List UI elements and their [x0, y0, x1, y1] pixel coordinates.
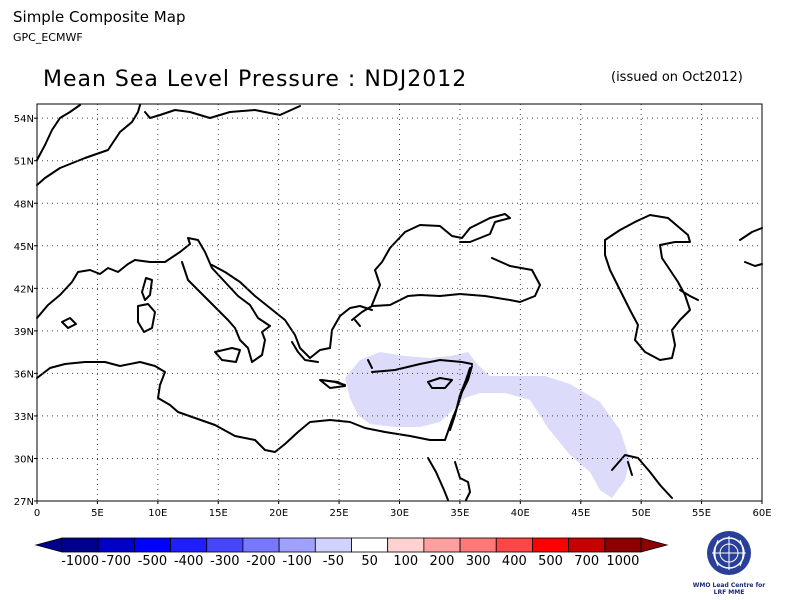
colorbar-swatch: [242, 537, 280, 553]
colorbar-label: 500: [538, 554, 563, 569]
colorbar-swatch: [568, 537, 606, 553]
colorbar-swatch: [495, 537, 533, 553]
colorbar-label: -50: [323, 554, 344, 569]
colorbar-swatch: [61, 537, 99, 553]
coastline-north-africa: [36, 361, 473, 453]
coastlines: [36, 104, 763, 501]
header-subtitle: GPC_ECMWF: [13, 31, 83, 44]
island-corsica: [141, 277, 153, 301]
colorbar-swatch: [206, 537, 244, 553]
lon-label: 55E: [692, 508, 711, 519]
colorbar-min-arrow: [34, 537, 63, 553]
lat-labels: 54N 51N 48N 45N 42N 39N 36N 33N 30N 27N: [14, 114, 34, 508]
lon-label: 45E: [571, 508, 590, 519]
wmo-logo: WMO Lead Centre for LRF MME: [690, 528, 768, 598]
island-balearic: [61, 317, 77, 329]
island-crete: [319, 379, 346, 389]
lon-label: 50E: [632, 508, 651, 519]
lon-label: 35E: [450, 508, 469, 519]
colorbar-swatch: [314, 537, 352, 553]
colorbar-label: -300: [210, 554, 240, 569]
header-title: Simple Composite Map: [13, 8, 186, 26]
colorbar-swatch: [604, 537, 642, 553]
coastline-red-sea: [427, 457, 471, 501]
coastline-iberia: [36, 259, 136, 319]
colorbar-swatch: [532, 537, 570, 553]
colorbar-label: -100: [282, 554, 312, 569]
colorbar-label: 700: [574, 554, 599, 569]
lat-label: 30N: [14, 454, 34, 465]
colorbar-label: 200: [430, 554, 455, 569]
map-frame: [36, 103, 763, 502]
coastline-caspian: [604, 214, 691, 361]
coastline-levant: [449, 367, 471, 431]
coastline-turkey: [351, 257, 541, 373]
colorbar-swatch: [423, 537, 461, 553]
lon-label: 5E: [91, 508, 104, 519]
coastline-western-europe: [36, 104, 301, 186]
logo-line-2: LRF MME: [713, 589, 745, 596]
colorbar-label: -1000: [61, 554, 99, 569]
colorbar-label: 1000: [606, 554, 639, 569]
ticks: [34, 117, 763, 504]
colorbar-labels: -1000 -700 -500 -400 -300 -200 -100 -50 50 100 200…: [61, 554, 639, 569]
colorbar-swatch: [97, 537, 135, 553]
colorbar-label: -400: [174, 554, 204, 569]
coastline-caspian-east: [679, 227, 763, 301]
colorbar-label: 50: [361, 554, 378, 569]
lat-label: 42N: [14, 284, 34, 295]
lat-label: 36N: [14, 369, 34, 380]
colorbar-swatch: [351, 537, 389, 553]
coastline-black-sea: [371, 213, 511, 306]
issued-date: (issued on Oct2012): [611, 70, 743, 85]
colorbar-swatch: [278, 537, 316, 553]
lat-label: 27N: [14, 497, 34, 508]
lon-label: 30E: [390, 508, 409, 519]
lat-label: 33N: [14, 412, 34, 423]
coastline-balkans: [211, 264, 373, 359]
colorbar-label: 100: [393, 554, 418, 569]
lon-label: 25E: [330, 508, 349, 519]
coastline-persian-gulf: [611, 454, 673, 499]
lon-label: 60E: [752, 508, 771, 519]
colorbar-label: -500: [138, 554, 168, 569]
gridlines: [37, 104, 762, 501]
lon-label: 20E: [269, 508, 288, 519]
lon-label: 40E: [511, 508, 530, 519]
lat-label: 39N: [14, 327, 34, 338]
island-cyprus: [427, 377, 453, 389]
lat-label: 51N: [14, 157, 34, 168]
coastline-italy: [134, 237, 271, 363]
lon-label: 0: [34, 508, 40, 519]
colorbar: [34, 537, 669, 553]
colorbar-label: 300: [466, 554, 491, 569]
colorbar-swatch: [459, 537, 497, 553]
colorbar-swatch: [133, 537, 171, 553]
colorbar-max-arrow: [640, 537, 669, 553]
colorbar-label: -200: [246, 554, 276, 569]
colorbar-label: -700: [102, 554, 132, 569]
colorbar-swatch: [170, 537, 208, 553]
lat-label: 54N: [14, 114, 34, 125]
island-sardinia: [137, 303, 156, 333]
lat-label: 45N: [14, 242, 34, 253]
lat-label: 48N: [14, 199, 34, 210]
lon-label: 15E: [209, 508, 228, 519]
lon-labels: 0 5E 10E 15E 20E 25E 30E 35E 40E 45E 50E 55E 60E: [34, 508, 772, 519]
island-aegean: [354, 319, 373, 369]
logo-line-1: WMO Lead Centre for: [692, 582, 766, 589]
lon-label: 10E: [148, 508, 167, 519]
map-title: Mean Sea Level Pressure : NDJ2012: [43, 67, 468, 92]
colorbar-label: 400: [502, 554, 527, 569]
coastline-britain: [36, 104, 81, 161]
colorbar-swatch: [387, 537, 425, 553]
wmo-emblem-icon: [707, 531, 751, 575]
island-sicily: [214, 347, 241, 363]
anomaly-region: [345, 352, 630, 498]
